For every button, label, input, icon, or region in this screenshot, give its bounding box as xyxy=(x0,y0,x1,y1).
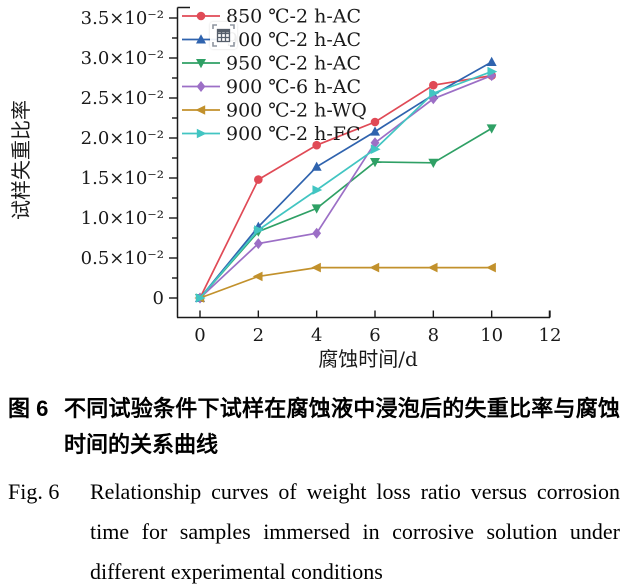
x-tick-label: 6 xyxy=(369,325,380,346)
series-900 ℃-2 h-WQ xyxy=(194,262,496,303)
table-capture-icon-glyph xyxy=(212,24,235,47)
caption-chinese: 图 6 不同试验条件下试样在腐蚀液中浸泡后的失重比率与腐蚀时间的关系曲线 xyxy=(0,391,629,463)
tick-labels: 0 2 4 6 8 10 12 0 0.5×10⁻² 1.0×10⁻² 1.5×10⁻² 2.0×10… xyxy=(81,8,562,346)
x-tick-label: 0 xyxy=(194,325,205,346)
legend-item-950 ℃-2 h-AC: 950 ℃-2 h-AC xyxy=(182,53,361,75)
legend-item-900 ℃-2 h-FC: 900 ℃-2 h-FC xyxy=(182,123,360,145)
caption-zh-label: 图 6 xyxy=(8,396,49,421)
legend-label: 850 ℃-2 h-AC xyxy=(226,6,361,28)
caption-zh-text: 不同试验条件下试样在腐蚀液中浸泡后的失重比率与腐蚀时间的关系曲线 xyxy=(64,396,620,457)
series-950 ℃-2 h-AC xyxy=(195,124,497,304)
ticks xyxy=(169,17,551,318)
caption-en-label: Fig. 6 xyxy=(8,479,60,504)
legend-label: 950 ℃-2 h-AC xyxy=(226,53,361,75)
legend-item-850 ℃-2 h-AC: 850 ℃-2 h-AC xyxy=(182,6,361,28)
y-tick-label: 0.5×10⁻² xyxy=(81,248,164,269)
series-900 ℃-2 h-FC xyxy=(195,66,498,303)
y-tick-label: 2.0×10⁻² xyxy=(81,128,164,149)
x-tick-label: 4 xyxy=(311,325,322,346)
legend-label: 900 ℃-2 h-FC xyxy=(226,123,360,145)
x-tick-label: 10 xyxy=(480,325,503,346)
legend-label: 900 ℃-6 h-AC xyxy=(226,76,361,98)
chart-canvas: 0 2 4 6 8 10 12 0 0.5×10⁻² 1.0×10⁻² 1.5×10⁻² 2.0×10… xyxy=(9,6,562,372)
y-tick-label: 1.0×10⁻² xyxy=(81,208,164,229)
x-tick-label: 8 xyxy=(428,325,439,346)
y-tick-label: 0 xyxy=(153,288,164,309)
y-tick-label: 3.5×10⁻² xyxy=(81,8,164,29)
legend-item-900 ℃-2 h-AC: 900 ℃-2 h-AC xyxy=(182,29,361,51)
x-tick-label: 2 xyxy=(253,325,264,346)
weight-loss-chart: 0 2 4 6 8 10 12 0 0.5×10⁻² 1.0×10⁻² 1.5×10⁻² 2.0×10… xyxy=(9,6,562,372)
x-tick-label: 12 xyxy=(539,325,562,346)
legend-item-900 ℃-6 h-AC: 900 ℃-6 h-AC xyxy=(182,76,361,98)
y-tick-label: 2.5×10⁻² xyxy=(81,88,164,109)
legend-label: 900 ℃-2 h-WQ xyxy=(226,100,367,122)
caption-english: Fig. 6 Relationship curves of weight los… xyxy=(0,472,629,586)
x-axis-label: 腐蚀时间/d xyxy=(318,347,418,371)
y-tick-label: 3.0×10⁻² xyxy=(81,48,164,69)
legend-item-900 ℃-2 h-WQ: 900 ℃-2 h-WQ xyxy=(182,100,367,122)
table-capture-icon[interactable] xyxy=(210,22,237,49)
caption-en-text: Relationship curves of weight loss ratio… xyxy=(90,479,620,584)
y-axis-label: 试样失重比率 xyxy=(9,100,33,220)
legend-label: 900 ℃-2 h-AC xyxy=(226,29,361,51)
y-tick-label: 1.5×10⁻² xyxy=(81,168,164,189)
